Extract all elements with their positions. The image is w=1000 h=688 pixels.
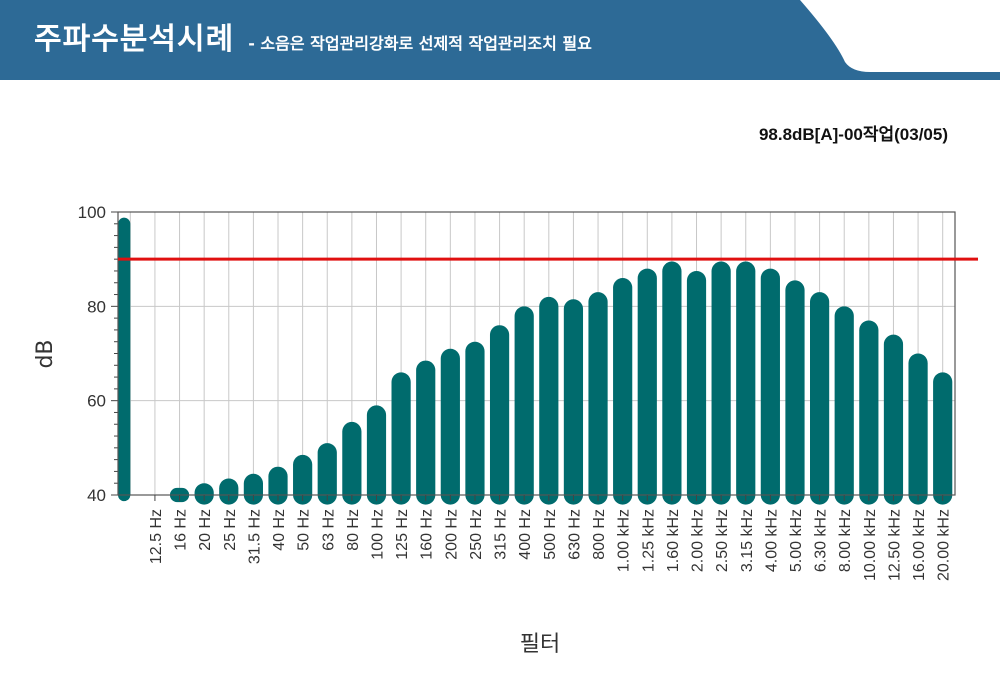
bar xyxy=(834,306,854,505)
header-title-row: 주파수분석시례 - 소음은 작업관리강화로 선제적 작업관리조치 필요 xyxy=(34,14,592,58)
x-tick-label: 40 Hz xyxy=(271,509,288,551)
bar xyxy=(686,270,707,505)
x-tick-label: 12.50 kHz xyxy=(886,509,903,581)
x-tick-label: 12.5 Hz xyxy=(148,509,165,564)
bar xyxy=(440,348,460,505)
bar xyxy=(514,306,534,505)
bar xyxy=(293,454,313,505)
x-tick-label: 250 Hz xyxy=(468,509,485,560)
bar xyxy=(342,421,362,505)
page-title: 주파수분석시례 xyxy=(34,22,235,57)
x-axis-title: 필터 xyxy=(520,632,560,657)
bar xyxy=(219,478,239,505)
x-tick-label: 20 Hz xyxy=(197,509,214,551)
bar xyxy=(317,443,337,505)
x-tick-label: 400 Hz xyxy=(517,509,534,560)
x-tick-label: 500 Hz xyxy=(542,509,559,560)
x-tick-label: 160 Hz xyxy=(419,509,436,560)
x-tick-label: 1.25 kHz xyxy=(640,509,657,572)
x-tick-label: 5.00 kHz xyxy=(788,509,805,572)
bar xyxy=(539,296,559,505)
x-tick-label: 20.00 kHz xyxy=(936,509,953,581)
y-tick-label: 40 xyxy=(87,486,106,505)
x-tick-label: 4.00 kHz xyxy=(763,509,780,572)
chart-caption: 98.8dB[A]-00작업(03/05) xyxy=(758,125,948,144)
bar xyxy=(465,341,485,505)
y-tick-label: 80 xyxy=(87,297,106,316)
plot-border xyxy=(117,211,956,496)
x-tick-label: 3.15 kHz xyxy=(739,509,756,572)
header-banner: 주파수분석시례 - 소음은 작업관리강화로 선제적 작업관리조치 필요 xyxy=(0,0,1000,80)
x-tick-label: 1.60 kHz xyxy=(665,509,682,572)
x-tick-label: 315 Hz xyxy=(493,509,510,560)
bar xyxy=(563,299,584,505)
x-tick-label: 16 Hz xyxy=(173,509,190,551)
bar xyxy=(637,268,657,505)
x-tick-label: 200 Hz xyxy=(443,509,460,560)
bar xyxy=(613,278,633,505)
x-tick-label: 8.00 kHz xyxy=(837,509,854,572)
bar xyxy=(736,261,756,505)
x-tick-label: 630 Hz xyxy=(566,509,583,560)
x-tick-label: 2.00 kHz xyxy=(690,509,707,572)
x-tick-label: 2.50 kHz xyxy=(714,509,731,572)
y-axis-title: dB xyxy=(33,339,58,368)
bar xyxy=(908,353,928,505)
bar xyxy=(588,292,608,505)
y-tick-label: 60 xyxy=(87,392,106,411)
x-tick-label: 50 Hz xyxy=(296,509,313,551)
bar xyxy=(391,372,411,505)
x-tick-label: 80 Hz xyxy=(345,509,362,551)
bar xyxy=(662,261,682,505)
bar xyxy=(760,268,780,505)
bar xyxy=(416,360,436,505)
y-tick-label: 100 xyxy=(78,203,106,222)
bar xyxy=(883,334,904,505)
bar xyxy=(785,280,805,505)
x-tick-label: 125 Hz xyxy=(394,509,411,560)
x-tick-label: 800 Hz xyxy=(591,509,608,560)
x-tick-label: 16.00 kHz xyxy=(911,509,928,581)
plot-area xyxy=(118,212,955,495)
x-tick-label: 63 Hz xyxy=(320,509,337,551)
x-tick-label: 10.00 kHz xyxy=(862,509,879,581)
header-band-shape xyxy=(0,0,1000,80)
bar xyxy=(366,405,387,505)
page-subtitle: - 소음은 작업관리강화로 선제적 작업관리조치 필요 xyxy=(248,34,592,53)
bar xyxy=(810,292,830,505)
x-tick-label: 25 Hz xyxy=(222,509,239,551)
x-tick-label: 100 Hz xyxy=(369,509,386,560)
bar xyxy=(194,483,214,505)
x-tick-label: 6.30 kHz xyxy=(813,509,830,572)
bar xyxy=(933,372,953,505)
bar xyxy=(489,325,510,505)
bar xyxy=(859,320,879,505)
bar xyxy=(118,217,131,502)
x-tick-label: 1.00 kHz xyxy=(616,509,633,572)
bar xyxy=(711,261,731,505)
x-tick-label: 31.5 Hz xyxy=(246,509,263,564)
bar xyxy=(243,473,263,505)
